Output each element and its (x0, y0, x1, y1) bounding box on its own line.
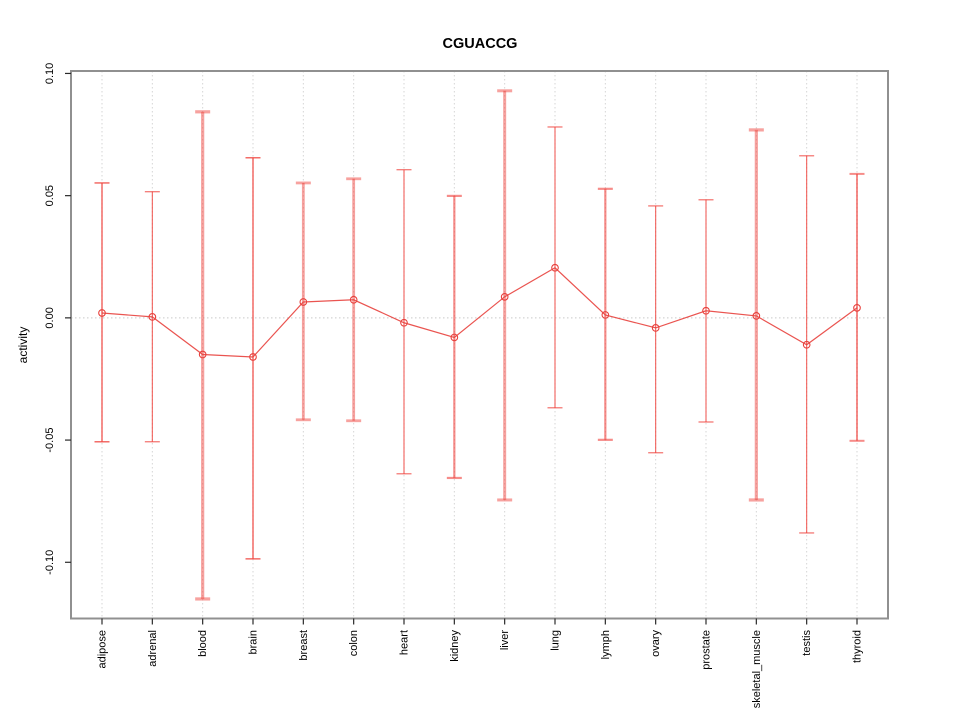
data-point-marker (551, 263, 559, 272)
y-tick-label: 0.10 (44, 63, 56, 84)
data-point-marker (853, 303, 861, 312)
x-tick-label: ovary (650, 630, 662, 657)
x-tick-label: heart (399, 630, 411, 655)
x-tick-label: skeletal_muscle (751, 630, 763, 708)
data-point-marker (249, 353, 257, 361)
x-tick-label: adrenal (147, 630, 159, 667)
y-axis-label: activity (16, 327, 30, 364)
x-tick-label: liver (499, 630, 511, 651)
data-point-marker (702, 306, 710, 315)
x-tick-label: kidney (449, 630, 461, 662)
x-tick-label: testis (801, 630, 813, 656)
y-tick-label: -0.05 (44, 428, 56, 453)
data-point-marker (752, 312, 761, 320)
series-line (101, 267, 858, 358)
data-point-marker (500, 292, 509, 301)
y-tick-label: -0.10 (44, 550, 56, 575)
data-point-marker (349, 295, 358, 304)
x-tick-label: colon (348, 630, 360, 656)
x-tick-label: prostate (701, 630, 713, 670)
data-point-marker (299, 298, 308, 306)
x-tick-label: blood (197, 630, 209, 657)
plot-area: -0.10 -0.05 0.00 0.05 0.10 adipose adrenal bloo… (44, 63, 889, 708)
data-point-marker (400, 318, 408, 327)
chart-title: CGUACCG (443, 36, 518, 52)
x-tick-label: breast (298, 630, 310, 661)
y-tick-label: 0.00 (44, 307, 56, 328)
x-tick-label: lung (550, 630, 562, 651)
data-point-marker (148, 313, 157, 321)
data-point-marker (802, 340, 811, 349)
data-point-marker (601, 311, 610, 319)
data-point-marker (450, 333, 459, 342)
y-tick-label: 0.05 (44, 185, 56, 206)
x-tick-label: thyroid (852, 630, 864, 663)
data-point-marker (98, 309, 106, 317)
x-tick-label: lymph (600, 630, 612, 659)
x-tick-label: adipose (97, 630, 109, 669)
data-point-marker (198, 350, 207, 359)
data-point-marker (651, 324, 660, 332)
x-tick-label: brain (248, 630, 260, 654)
plot-box (70, 70, 889, 620)
